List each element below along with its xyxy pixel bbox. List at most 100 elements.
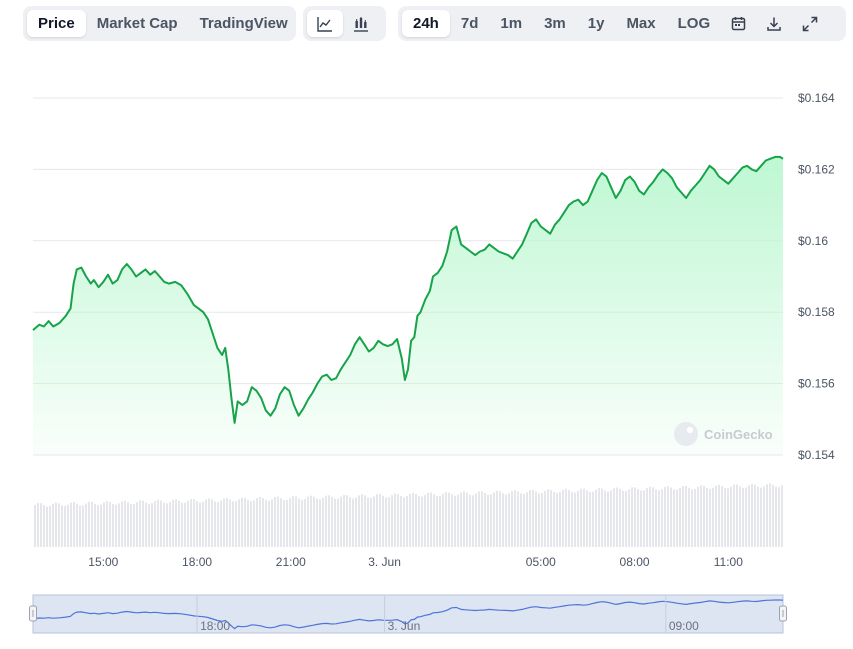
volume-bar bbox=[337, 498, 339, 547]
volume-bar bbox=[424, 494, 426, 547]
volume-bar bbox=[229, 499, 231, 547]
volume-bar bbox=[133, 504, 135, 547]
volume-bar bbox=[217, 502, 219, 547]
range-1m[interactable]: 1m bbox=[500, 15, 523, 32]
volume-bar bbox=[769, 483, 771, 547]
volume-bar bbox=[82, 505, 84, 547]
download-button[interactable] bbox=[756, 10, 792, 37]
volume-bar bbox=[472, 495, 474, 547]
volume-bar bbox=[352, 498, 354, 547]
volume-bar bbox=[52, 503, 54, 547]
volume-bar bbox=[109, 501, 111, 547]
range-1y[interactable]: 1y bbox=[587, 15, 605, 32]
volume-bar bbox=[355, 497, 357, 547]
download-icon bbox=[767, 17, 781, 31]
volume-bar bbox=[637, 489, 639, 547]
volume-bar bbox=[100, 504, 102, 547]
line-chart-button[interactable] bbox=[307, 10, 343, 37]
volume-bar bbox=[688, 487, 690, 547]
volume-bar bbox=[517, 491, 519, 547]
volume-bar bbox=[679, 487, 681, 547]
volume-bar bbox=[649, 486, 651, 547]
volume-bar bbox=[190, 498, 192, 547]
tab-price[interactable]: Price bbox=[27, 10, 86, 37]
volume-bar bbox=[613, 488, 615, 547]
volume-bar bbox=[619, 488, 621, 547]
view-tabs: Price Market Cap TradingView bbox=[23, 6, 296, 41]
volume-bar bbox=[469, 494, 471, 547]
navigator-label: 09:00 bbox=[669, 619, 699, 633]
volume-bar bbox=[292, 496, 294, 547]
volume-bar bbox=[589, 492, 591, 547]
volume-bar bbox=[238, 499, 240, 547]
x-tick-label: 3. Jun bbox=[368, 555, 401, 569]
tab-tradingview[interactable]: TradingView bbox=[199, 15, 288, 32]
tab-market-cap[interactable]: Market Cap bbox=[96, 15, 178, 32]
volume-bar bbox=[457, 494, 459, 547]
volume-bar bbox=[88, 501, 90, 547]
volume-bar bbox=[529, 490, 531, 547]
volume-bar bbox=[295, 496, 297, 547]
volume-bar bbox=[763, 486, 765, 547]
volume-bar bbox=[277, 496, 279, 547]
volume-bar bbox=[382, 495, 384, 547]
volume-bar bbox=[121, 501, 123, 547]
volume-bar bbox=[592, 491, 594, 547]
volume-bar bbox=[547, 489, 549, 547]
volume-bar bbox=[340, 496, 342, 547]
volume-bar bbox=[64, 506, 66, 547]
volume-bar bbox=[541, 493, 543, 547]
volume-bar bbox=[373, 496, 375, 547]
x-tick-label: 11:00 bbox=[714, 555, 743, 569]
volume-bar bbox=[571, 492, 573, 547]
volume-bar bbox=[712, 487, 714, 547]
date-range-button[interactable] bbox=[721, 10, 756, 37]
x-tick-label: 15:00 bbox=[88, 555, 118, 569]
x-tick-label: 18:00 bbox=[182, 555, 212, 569]
volume-bar bbox=[343, 494, 345, 547]
fullscreen-button[interactable] bbox=[792, 10, 828, 37]
range-max[interactable]: Max bbox=[626, 15, 656, 32]
volume-bar bbox=[436, 496, 438, 547]
coingecko-watermark: CoinGecko bbox=[674, 422, 773, 446]
range-navigator[interactable]: 18:00 3. Jun 09:00 bbox=[29, 594, 787, 634]
candlestick-chart-button[interactable] bbox=[343, 10, 379, 37]
volume-bar bbox=[544, 490, 546, 547]
volume-bar bbox=[454, 495, 456, 547]
volume-bar bbox=[106, 501, 108, 547]
volume-bar bbox=[532, 489, 534, 547]
volume-bar bbox=[523, 493, 525, 547]
volume-bar bbox=[37, 503, 39, 547]
volume-bar bbox=[598, 487, 600, 547]
volume-bar bbox=[721, 486, 723, 547]
volume-bar bbox=[400, 495, 402, 547]
volume-bar bbox=[169, 501, 171, 547]
range-3m[interactable]: 3m bbox=[544, 15, 566, 32]
watermark-text: CoinGecko bbox=[704, 427, 773, 442]
volume-bar bbox=[85, 503, 87, 547]
volume-bar bbox=[181, 502, 183, 547]
volume-bar bbox=[313, 496, 315, 547]
volume-bar bbox=[706, 487, 708, 547]
range-24h[interactable]: 24h bbox=[402, 10, 450, 37]
volume-bar bbox=[199, 502, 201, 547]
volume-bar bbox=[739, 486, 741, 547]
volume-bar bbox=[511, 491, 513, 547]
volume-bar bbox=[208, 498, 210, 547]
volume-bar bbox=[574, 492, 576, 547]
y-tick-label: $0.164 bbox=[798, 91, 835, 105]
volume-bar bbox=[349, 497, 351, 547]
candlestick-chart-icon bbox=[354, 16, 368, 32]
volume-bar bbox=[481, 491, 483, 547]
volume-bar bbox=[139, 500, 141, 547]
range-7d[interactable]: 7d bbox=[460, 15, 479, 32]
log-scale-toggle[interactable]: LOG bbox=[677, 15, 711, 32]
volume-bar bbox=[325, 495, 327, 547]
price-line[interactable] bbox=[32, 155, 784, 424]
volume-bar bbox=[697, 486, 699, 547]
volume-bar bbox=[577, 490, 579, 547]
volume-bar bbox=[526, 492, 528, 547]
volume-bar bbox=[412, 492, 414, 547]
volume-bar bbox=[736, 484, 738, 547]
